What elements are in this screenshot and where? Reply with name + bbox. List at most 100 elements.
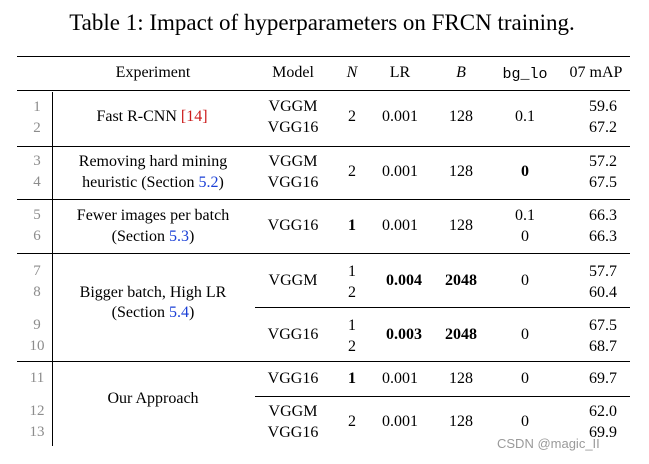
model-cell: VGGM xyxy=(268,98,318,115)
lr-cell: 0.001 xyxy=(382,370,418,387)
row-index: 3 xyxy=(33,153,41,169)
map-cell: 67.5 xyxy=(589,317,617,334)
table-caption: Table 1: Impact of hyperparameters on FR… xyxy=(69,10,575,35)
experiment-name-line1: Bigger batch, High LR xyxy=(79,284,227,301)
n-cell: 2 xyxy=(348,163,356,180)
bg-lo-cell: 0 xyxy=(521,163,529,180)
n-cell: 1 xyxy=(348,370,356,387)
model-cell: VGG16 xyxy=(267,119,319,136)
map-cell: 66.3 xyxy=(589,207,617,224)
n-cell: 2 xyxy=(348,108,356,125)
map-cell: 67.5 xyxy=(589,174,617,191)
b-cell: 2048 xyxy=(445,326,477,343)
model-cell: VGG16 xyxy=(267,174,319,191)
experiment-label: Fast R-CNN [14] xyxy=(96,108,207,126)
header-experiment: Experiment xyxy=(115,64,191,81)
header-rule xyxy=(17,90,630,91)
model-cell: VGG16 xyxy=(267,326,319,343)
model-cell: VGG16 xyxy=(267,217,319,234)
header-b: B xyxy=(456,64,466,81)
map-cell: 69.9 xyxy=(589,424,617,441)
watermark: CSDN @magic_II xyxy=(497,436,600,451)
section-link[interactable]: 5.2 xyxy=(198,174,219,191)
row-index: 6 xyxy=(33,228,41,244)
row-index: 10 xyxy=(29,338,45,354)
row-index: 5 xyxy=(33,207,41,223)
map-cell: 68.7 xyxy=(589,338,617,355)
lr-cell: 0.004 xyxy=(386,272,422,289)
bg-lo-cell: 0.1 xyxy=(515,108,535,125)
row-index: 2 xyxy=(33,120,41,136)
group-rule-2 xyxy=(17,199,630,200)
model-cell: VGGM xyxy=(268,272,318,289)
header-lr: LR xyxy=(389,64,411,81)
model-cell: VGGM xyxy=(268,403,318,420)
row-index: 11 xyxy=(29,370,45,386)
b-cell: 128 xyxy=(449,108,473,125)
separator-group-1 xyxy=(52,92,53,146)
separator-group-5 xyxy=(52,362,53,446)
map-cell: 67.2 xyxy=(589,119,617,136)
header-map: 07 mAP xyxy=(569,64,623,81)
map-cell: 57.2 xyxy=(589,153,617,170)
experiment-name: Fast R-CNN xyxy=(96,108,177,125)
subgroup-rule-4 xyxy=(255,307,630,308)
row-index: 8 xyxy=(33,284,41,300)
lr-cell: 0.001 xyxy=(382,217,418,234)
model-cell: VGG16 xyxy=(267,370,319,387)
lr-cell: 0.003 xyxy=(386,326,422,343)
b-cell: 2048 xyxy=(445,272,477,289)
map-cell: 59.6 xyxy=(589,98,617,115)
experiment-name: Our Approach xyxy=(107,390,199,407)
experiment-name-text: (Section xyxy=(111,304,169,321)
bg-lo-cell: 0 xyxy=(521,228,529,245)
n-cell: 2 xyxy=(348,413,356,430)
experiment-name-line1: Fewer images per batch xyxy=(76,207,230,224)
bg-lo-cell: 0 xyxy=(521,370,529,387)
b-cell: 128 xyxy=(449,370,473,387)
header-model: Model xyxy=(272,64,314,81)
bg-lo-cell: 0 xyxy=(521,272,529,289)
header-n: N xyxy=(346,64,358,81)
lr-cell: 0.001 xyxy=(382,163,418,180)
citation-link[interactable]: [14] xyxy=(180,108,208,125)
top-rule xyxy=(17,56,630,57)
row-index: 7 xyxy=(33,263,41,279)
bg-lo-cell: 0 xyxy=(521,326,529,343)
subgroup-rule-5 xyxy=(255,396,630,397)
model-cell: VGG16 xyxy=(267,424,319,441)
section-link[interactable]: 5.3 xyxy=(169,228,189,245)
bg-lo-cell: 0.1 xyxy=(515,207,535,224)
section-link[interactable]: 5.4 xyxy=(169,304,189,321)
separator-group-3 xyxy=(52,200,53,253)
experiment-name-line1: Removing hard mining xyxy=(78,153,228,170)
b-cell: 128 xyxy=(449,163,473,180)
row-index: 9 xyxy=(33,317,41,333)
model-cell: VGGM xyxy=(268,153,318,170)
b-cell: 128 xyxy=(449,413,473,430)
separator-group-4 xyxy=(52,254,53,361)
experiment-name-line2: heuristic (Section 5.2) xyxy=(82,174,224,191)
n-cell: 1 xyxy=(348,217,356,234)
n-cell: 1 xyxy=(348,317,356,334)
group-rule-1 xyxy=(17,146,630,147)
experiment-name-text: (Section xyxy=(111,228,169,245)
group-rule-4 xyxy=(17,361,630,362)
experiment-name-text: heuristic (Section xyxy=(82,174,199,191)
map-cell: 57.7 xyxy=(589,263,617,280)
lr-cell: 0.001 xyxy=(382,108,418,125)
separator-group-2 xyxy=(52,147,53,199)
row-index: 4 xyxy=(33,174,41,190)
bg-lo-cell: 0 xyxy=(521,413,529,430)
n-cell: 2 xyxy=(348,338,356,355)
row-index: 13 xyxy=(29,424,45,440)
map-cell: 66.3 xyxy=(589,228,617,245)
n-cell: 1 xyxy=(348,263,356,280)
map-cell: 60.4 xyxy=(589,284,617,301)
experiment-name-line2: (Section 5.3) xyxy=(111,228,195,245)
map-cell: 62.0 xyxy=(589,403,617,420)
n-cell: 2 xyxy=(348,284,356,301)
lr-cell: 0.001 xyxy=(382,413,418,430)
group-rule-3 xyxy=(17,253,630,254)
map-cell: 69.7 xyxy=(589,370,617,387)
